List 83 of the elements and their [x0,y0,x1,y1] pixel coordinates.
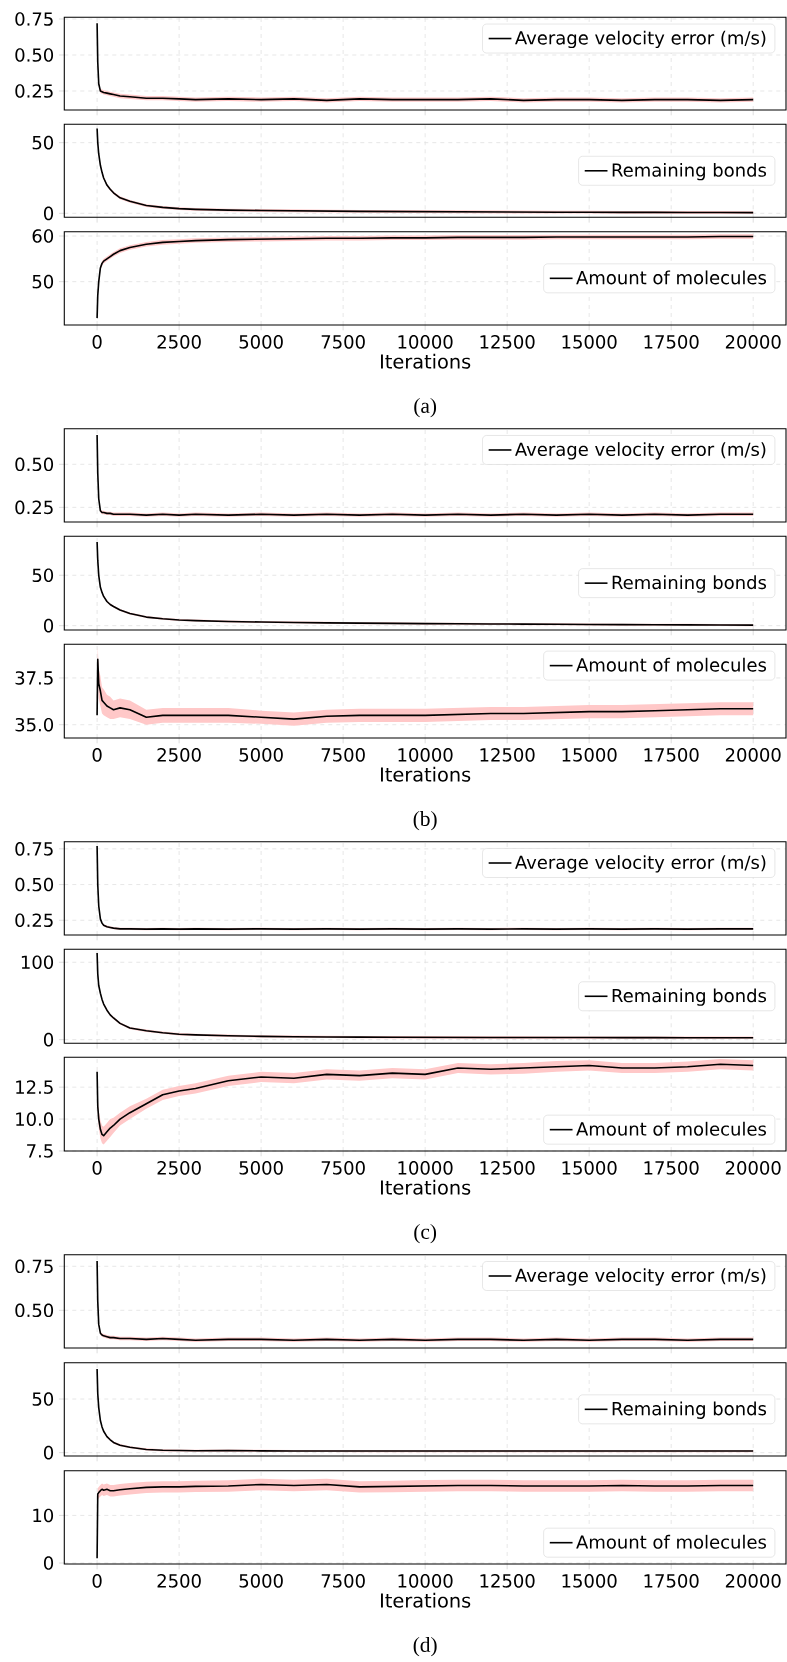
legend-label: Amount of molecules [576,657,767,672]
legend-label: Amount of molecules [576,1534,767,1549]
y-tick-label: 0 [43,1032,54,1047]
x-tick-label: 15000 [562,748,617,762]
x-axis-title: Iterations [381,766,471,782]
x-tick-label: 12500 [480,335,535,349]
y-tick-label: 0.75 [15,1259,53,1274]
x-tick-label: 17500 [644,1161,699,1175]
x-tick-label: 5000 [239,1161,283,1175]
x-tick-label: 0 [92,748,102,762]
legend-label: Amount of molecules [576,270,767,285]
y-tick-label: 50 [32,135,54,150]
x-tick-label: 20000 [725,748,781,762]
y-tick-label: 35.0 [15,717,54,732]
x-tick-label: 0 [92,1161,102,1175]
y-tick-label: 50 [32,1392,54,1406]
x-tick-label: 7500 [321,748,365,762]
legend-label: Average velocity error (m/s) [515,855,766,873]
y-tick-label: 37.5 [15,671,53,685]
x-tick-label: 2500 [157,1574,201,1588]
x-tick-label: 15000 [562,1161,617,1175]
x-tick-label: 15000 [562,335,617,349]
x-tick-label: 10000 [398,1574,453,1588]
x-tick-label: 10000 [398,1161,453,1175]
y-tick-label: 0 [43,1556,54,1570]
legend-label: Amount of molecules [576,1121,767,1136]
x-tick-label: 10000 [398,335,453,349]
y-tick-label: 0.50 [15,457,54,472]
y-tick-label: 0 [43,206,54,221]
x-tick-label: 2500 [157,1161,201,1175]
y-tick-label: 7.5 [27,1144,53,1158]
y-tick-label: 0.50 [15,877,54,892]
legend-label: Average velocity error (m/s) [515,1268,766,1286]
x-axis-title: Iterations [381,353,471,369]
y-tick-label: 50 [32,274,54,289]
text: (a) [414,397,437,418]
legend-label: Remaining bonds [612,575,767,593]
x-tick-label: 0 [92,335,102,349]
y-tick-label: 0.50 [15,48,54,62]
y-tick-label: 12.5 [16,1080,53,1094]
x-axis-title: Iterations [381,1592,471,1608]
y-tick-label: 0.25 [15,500,53,515]
legend-label: Remaining bonds [612,1401,767,1419]
x-tick-label: 15000 [562,1574,617,1588]
x-tick-label: 5000 [239,1574,283,1588]
legend-label: Average velocity error (m/s) [515,442,766,460]
x-tick-label: 7500 [321,1161,365,1175]
text: (c) [414,1223,437,1244]
y-tick-label: 0 [43,618,54,633]
x-tick-label: 12500 [480,748,535,762]
x-tick-label: 12500 [480,1574,535,1588]
y-tick-label: 0.75 [15,12,53,26]
legend-label: Remaining bonds [612,988,767,1006]
x-axis-title: Iterations [381,1179,471,1195]
x-tick-label: 2500 [157,335,201,349]
y-tick-label: 100 [21,955,54,970]
x-tick-label: 7500 [321,1574,365,1588]
legend-label: Average velocity error (m/s) [515,30,766,49]
x-tick-label: 2500 [157,748,201,762]
x-tick-label: 17500 [644,748,699,762]
legend-label: Remaining bonds [612,162,767,181]
x-tick-label: 7500 [321,335,365,349]
x-tick-label: 17500 [644,335,699,349]
y-tick-label: 10 [33,1508,54,1523]
y-tick-label: 60 [32,229,54,243]
text: (b) [413,810,437,831]
y-tick-label: 0.25 [15,913,53,928]
y-tick-label: 0 [43,1445,54,1460]
x-tick-label: 5000 [239,748,283,762]
y-tick-label: 0.50 [15,1303,54,1318]
y-tick-label: 0.75 [15,842,53,856]
y-tick-label: 0.25 [15,84,53,98]
x-tick-label: 20000 [725,1574,781,1588]
x-tick-label: 10000 [398,748,453,762]
x-tick-label: 0 [92,1574,102,1588]
x-tick-label: 17500 [644,1574,699,1588]
x-tick-label: 12500 [480,1161,535,1175]
text: (d) [413,1636,437,1657]
x-tick-label: 20000 [725,335,781,349]
y-tick-label: 10.0 [16,1112,54,1126]
x-tick-label: 20000 [725,1161,781,1175]
y-tick-label: 50 [32,568,54,583]
x-tick-label: 5000 [239,335,283,349]
